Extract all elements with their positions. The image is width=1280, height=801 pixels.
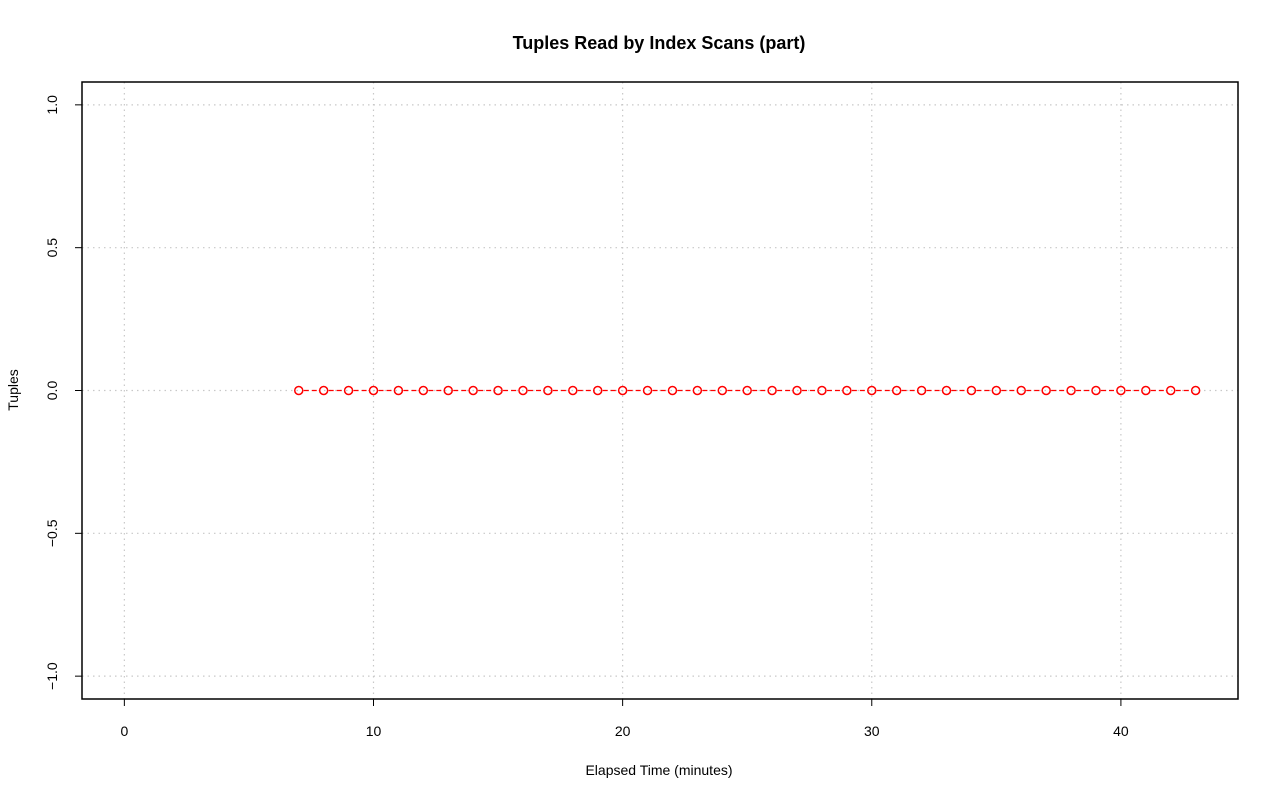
data-point (642, 385, 653, 396)
data-point (991, 385, 1002, 396)
data-point (294, 385, 304, 396)
x-tick-label: 20 (615, 723, 631, 739)
data-point (817, 385, 827, 396)
data-point (443, 385, 453, 396)
data-point (792, 385, 802, 396)
data-point (568, 385, 578, 396)
data-point (941, 385, 952, 396)
data-point (966, 385, 977, 396)
data-point (393, 385, 404, 396)
data-point (343, 385, 354, 396)
y-axis: −1.0 −0.5 0.0 0.5 1.0 (44, 95, 82, 690)
data-point (1016, 385, 1026, 396)
y-axis-label: Tuples (5, 369, 21, 411)
chart-title: Tuples Read by Index Scans (part) (513, 33, 806, 53)
grid (82, 82, 1238, 699)
data-point (1190, 385, 1201, 396)
data-point (617, 385, 628, 396)
data-point (493, 385, 503, 396)
data-point (1116, 385, 1126, 396)
data-point (667, 385, 678, 396)
data-point (1066, 385, 1076, 396)
data-point (592, 385, 603, 396)
y-tick-label: 0.5 (44, 238, 60, 258)
data-point (1165, 385, 1176, 396)
data-point (916, 385, 927, 396)
y-tick-label: 0.0 (44, 381, 60, 401)
x-tick-label: 10 (366, 723, 382, 739)
data-point (842, 385, 852, 396)
x-axis: 0 10 20 30 40 (120, 699, 1129, 739)
y-tick-label: 1.0 (44, 95, 60, 115)
data-point (767, 385, 777, 396)
data-point (1141, 385, 1151, 396)
x-tick-label: 30 (864, 723, 880, 739)
data-point (1041, 385, 1051, 396)
y-tick-label: −0.5 (44, 519, 60, 547)
data-point (543, 385, 553, 396)
data-point (468, 385, 478, 396)
data-point (742, 385, 752, 396)
data-point (717, 385, 728, 396)
data-point (368, 385, 379, 396)
x-tick-label: 0 (120, 723, 128, 739)
data-point (318, 385, 329, 396)
data-point (518, 385, 528, 396)
data-point (867, 385, 877, 396)
x-tick-label: 40 (1113, 723, 1129, 739)
data-point (692, 385, 703, 396)
data-point (891, 385, 902, 396)
data-point (1091, 385, 1101, 396)
data-point (418, 385, 429, 396)
series-layer (294, 385, 1201, 396)
x-axis-label: Elapsed Time (minutes) (585, 762, 732, 778)
y-tick-label: −1.0 (44, 662, 60, 690)
